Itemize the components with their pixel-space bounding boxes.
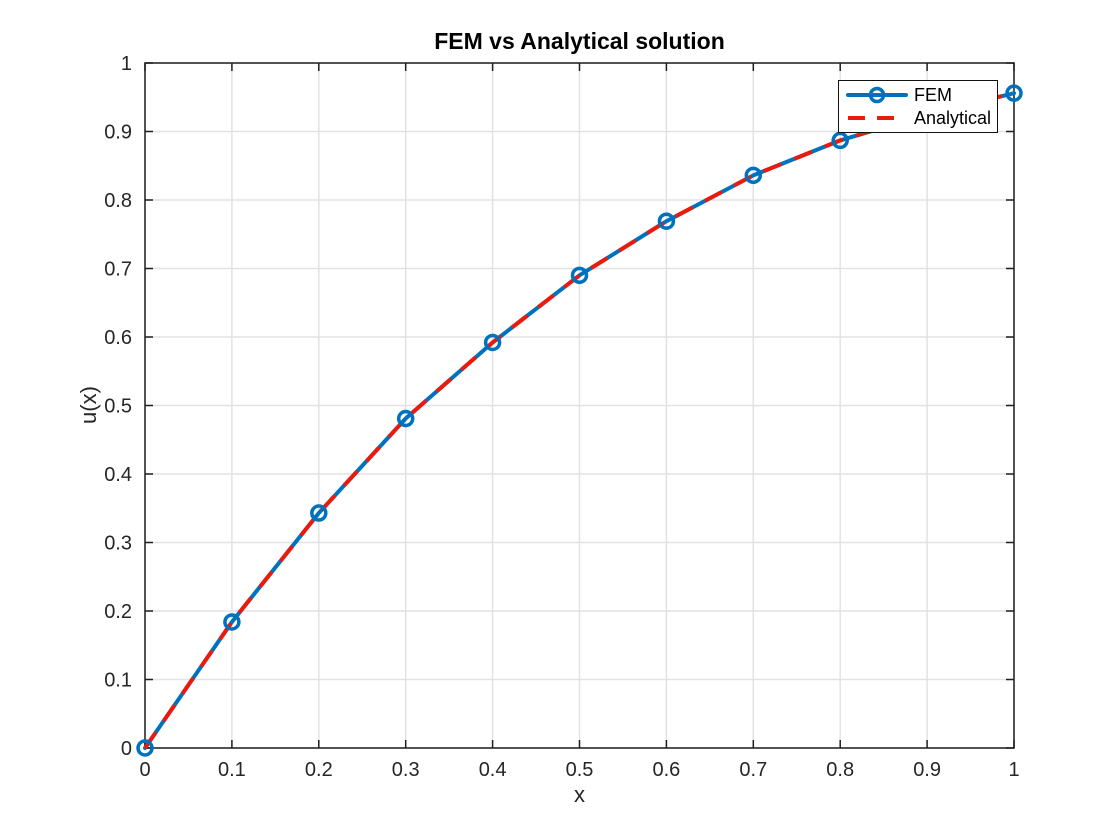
- legend-label-fem: FEM: [914, 84, 952, 105]
- y-tick-label: 0.4: [104, 464, 132, 486]
- x-tick-label: 0.1: [218, 759, 246, 781]
- fem-marker: [396, 409, 415, 428]
- y-tick-label: 0.1: [104, 670, 132, 692]
- legend-analytical-sample: [848, 116, 906, 121]
- y-axis-label: u(x): [76, 386, 101, 424]
- x-tick-label: 0.3: [392, 759, 420, 781]
- x-tick-label: 0.7: [739, 759, 767, 781]
- y-tick-label: 0: [121, 738, 132, 760]
- y-tick-label: 0.7: [104, 259, 132, 281]
- x-tick-label: 0.4: [479, 759, 507, 781]
- legend-item-analytical: Analytical: [846, 107, 993, 130]
- legend-fem-marker-icon: [868, 86, 886, 104]
- fem-marker: [657, 212, 676, 230]
- y-tick-label: 0.5: [104, 396, 132, 418]
- legend: FEM Analytical: [838, 80, 998, 133]
- y-tick-label: 0.3: [104, 533, 132, 555]
- x-tick-label: 0.2: [305, 759, 333, 781]
- chart-title: FEM vs Analytical solution: [434, 28, 725, 54]
- legend-label-analytical: Analytical: [914, 108, 992, 129]
- fem-marker: [223, 613, 241, 631]
- y-tick-label: 0.9: [104, 122, 132, 144]
- x-tick-label: 0.5: [566, 759, 594, 781]
- fem-marker: [1005, 84, 1023, 102]
- fem-marker: [483, 333, 502, 352]
- fem-marker: [136, 739, 154, 757]
- y-tick-label: 0.2: [104, 601, 132, 623]
- x-tick-label: 1: [1008, 759, 1019, 781]
- x-tick-label: 0.6: [652, 759, 680, 781]
- legend-fem-sample: [846, 86, 908, 104]
- x-tick-label: 0.9: [913, 759, 941, 781]
- x-tick-label: 0: [139, 759, 150, 781]
- fem-marker: [831, 131, 849, 150]
- fem-marker: [744, 166, 763, 185]
- legend-item-fem: FEM: [846, 83, 993, 106]
- fem-marker: [570, 266, 589, 285]
- x-axis-label: x: [574, 782, 585, 807]
- fem-marker: [310, 504, 328, 522]
- x-tick-label: 0.8: [826, 759, 854, 781]
- y-tick-label: 0.8: [104, 190, 132, 212]
- y-tick-label: 0.6: [104, 327, 132, 349]
- y-tick-label: 1: [121, 53, 132, 75]
